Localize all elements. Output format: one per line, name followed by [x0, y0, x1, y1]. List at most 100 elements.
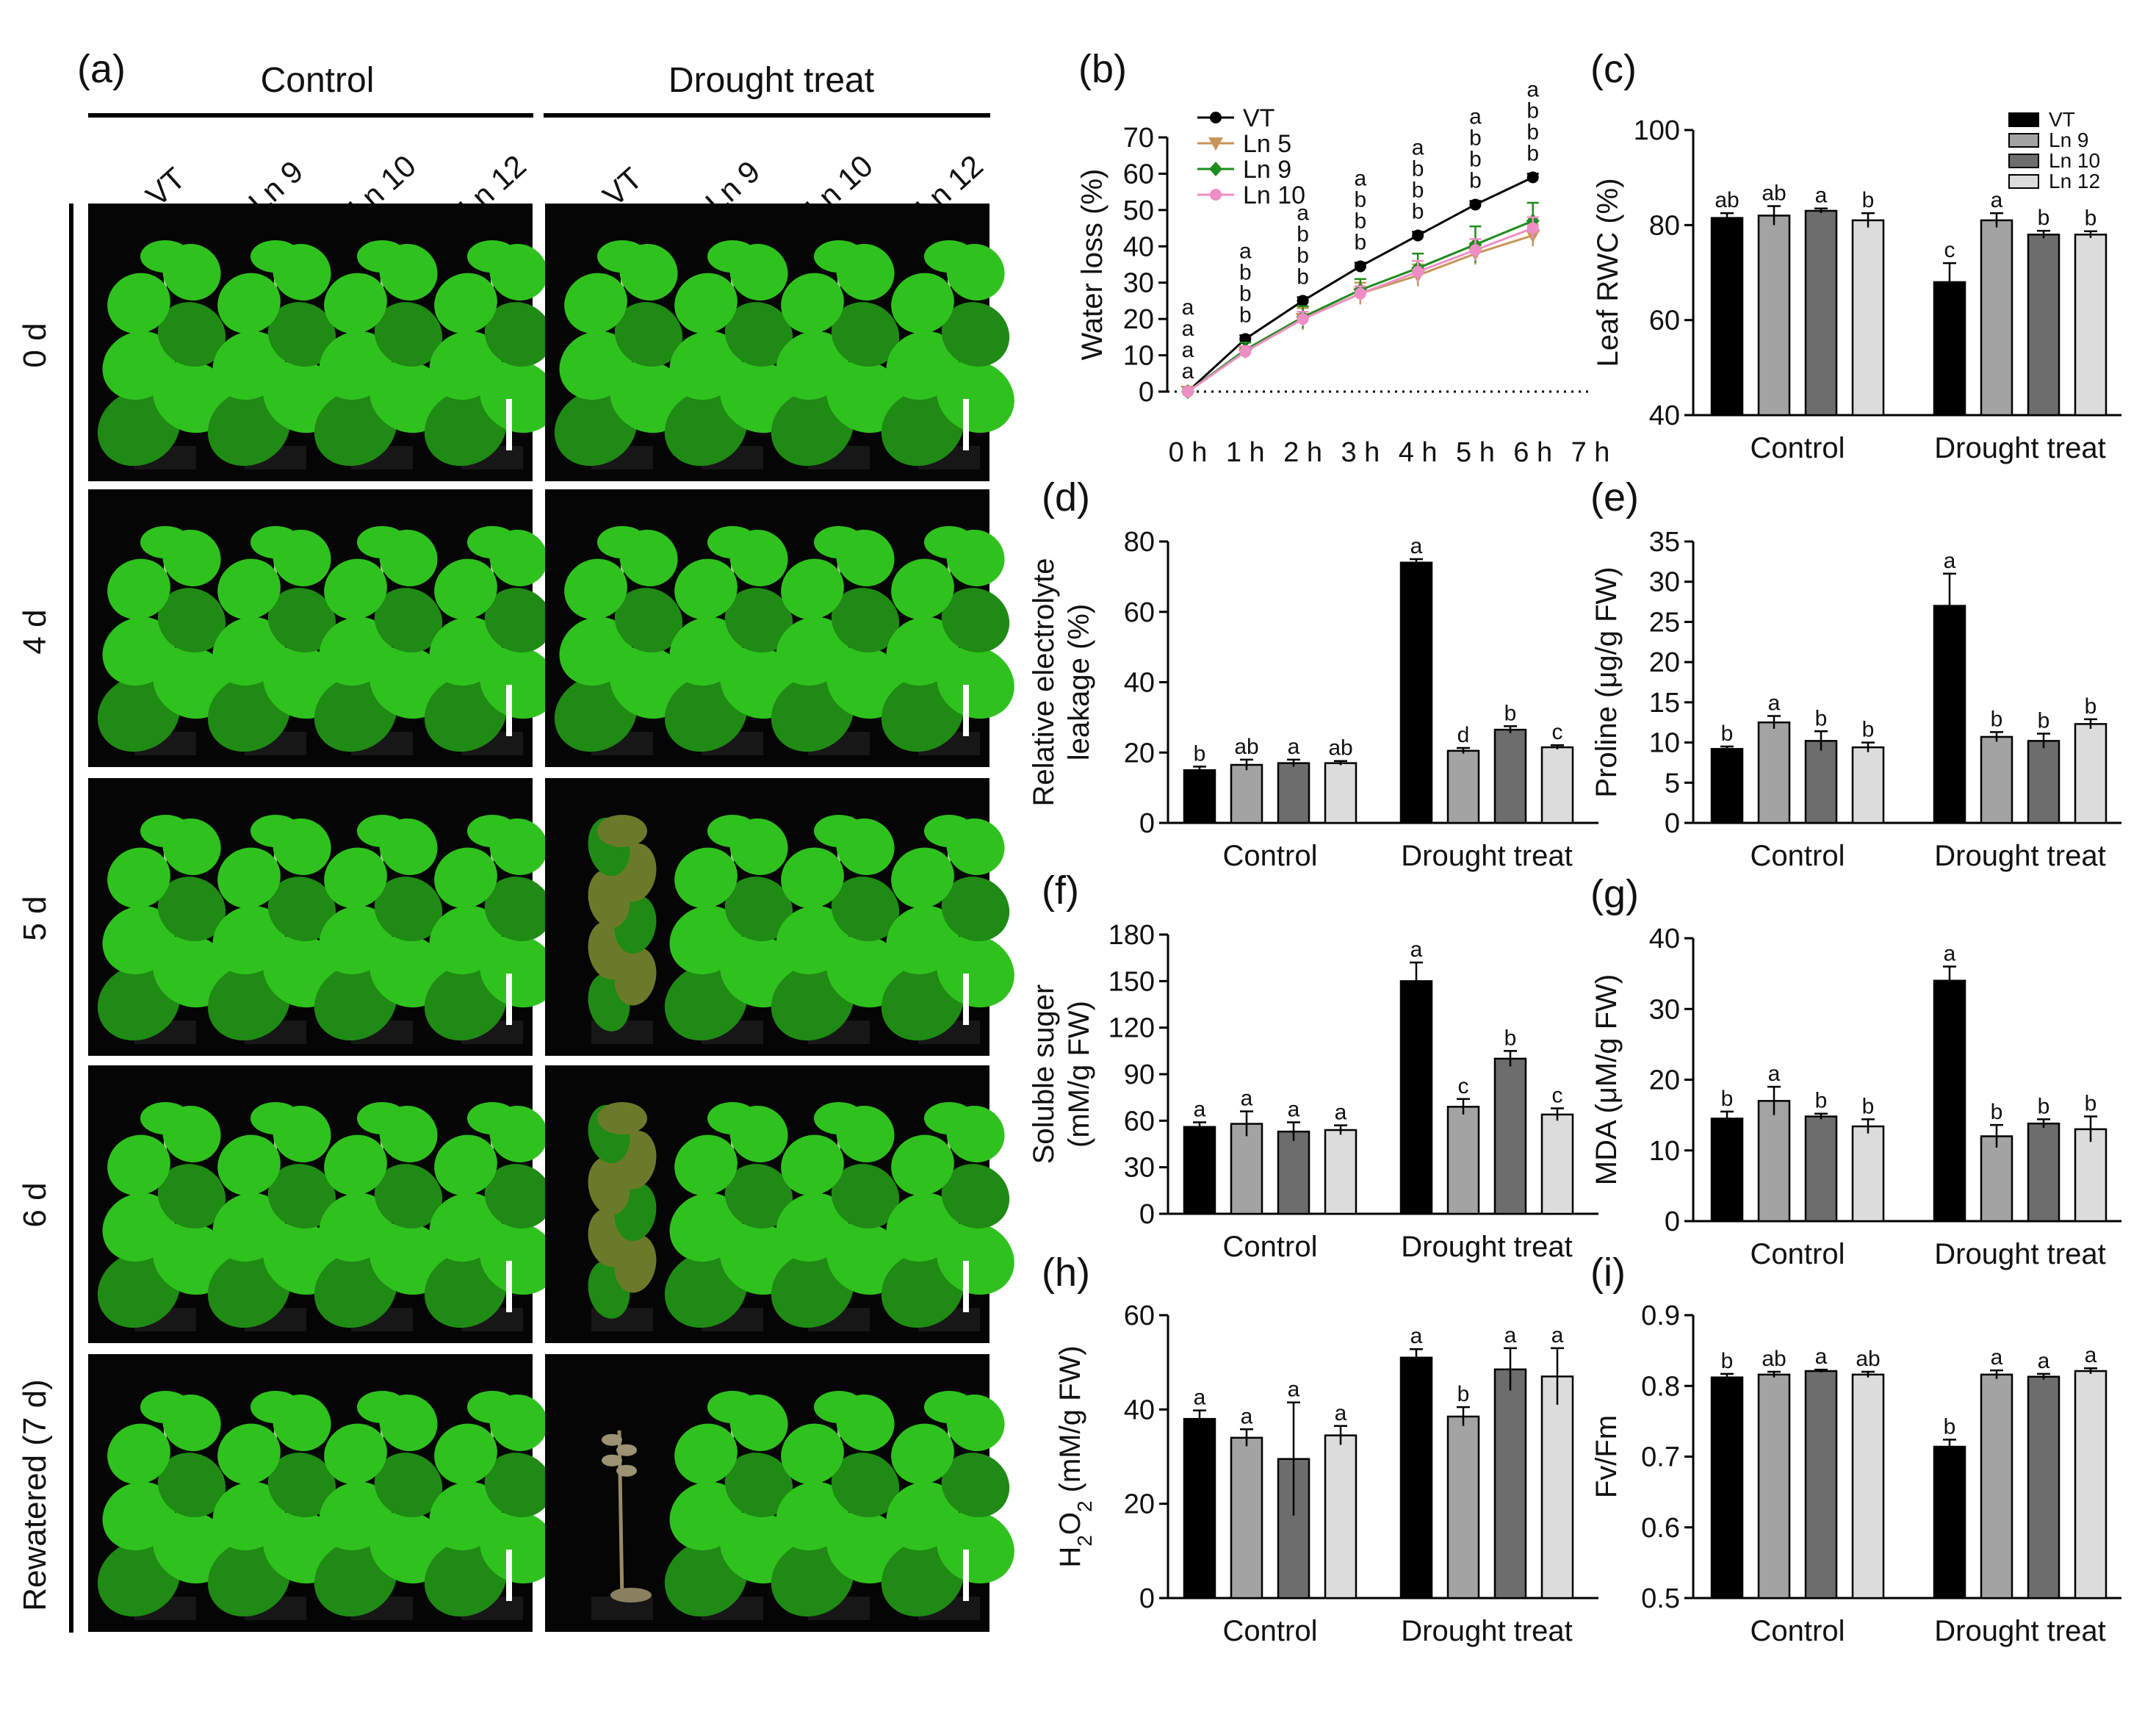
scale-bar — [963, 1550, 969, 1601]
plant-leaf — [153, 1511, 231, 1584]
bar-ln-9 — [1980, 735, 2013, 824]
bar-vt — [1399, 980, 1433, 1215]
plant-top-leaf — [140, 815, 190, 847]
significance-letter: a — [1182, 295, 1194, 320]
significance-letter: b — [1815, 706, 1828, 730]
plant-top-leaf — [924, 526, 974, 558]
y-tick-label: 120 — [1108, 1013, 1155, 1044]
plant-leaf — [324, 1423, 387, 1485]
plant-top-leaf — [707, 1102, 757, 1134]
plant-leaf — [102, 1192, 176, 1262]
scale-bar — [963, 399, 969, 450]
scale-bar — [506, 974, 512, 1025]
plant-leaf — [781, 273, 844, 334]
plant-leaf — [724, 302, 793, 367]
y-tick-label: 30 — [1649, 567, 1680, 598]
plant-leaf — [564, 558, 627, 620]
y-tick-label: 0 — [1139, 377, 1154, 408]
x-category-label: Control — [1223, 1615, 1318, 1647]
bar-ln-12 — [1851, 746, 1885, 824]
plant-top-leaf — [597, 1102, 647, 1134]
data-point — [1412, 265, 1424, 278]
significance-letter: c — [1944, 238, 1955, 262]
bar-ln-12 — [1851, 1373, 1885, 1600]
y-tick-label: 25 — [1649, 607, 1680, 638]
plant-leaf — [559, 616, 632, 686]
y-tick-label: 0.7 — [1641, 1442, 1680, 1473]
plant-leaf — [891, 1423, 954, 1485]
significance-letter: b — [1469, 148, 1482, 172]
plant-leaf — [369, 1511, 447, 1584]
y-tick-label: 30 — [1649, 994, 1680, 1025]
bar-ln-12 — [2074, 723, 2108, 824]
significance-letter: a — [1526, 77, 1539, 101]
y-tick-label: 60 — [1124, 1106, 1155, 1137]
plant-leaf — [941, 588, 1010, 653]
plant-leaf — [484, 1164, 553, 1229]
legend-swatch — [2008, 154, 2039, 168]
y-axis-label: Proline (μg/g FW) — [1590, 566, 1623, 797]
significance-letter: c — [1552, 1083, 1563, 1107]
plant-leaf — [212, 1192, 286, 1262]
plant-leaf — [107, 1423, 170, 1485]
plant-leaf — [369, 360, 447, 433]
panel-label: (i) — [1590, 1251, 1626, 1295]
significance-letter: b — [1457, 1382, 1470, 1406]
significance-letter: b — [1721, 722, 1734, 746]
photo-panel — [545, 1354, 1014, 1632]
plant-leaf — [669, 616, 743, 686]
plant-leaf — [826, 1222, 904, 1295]
significance-letter: b — [1991, 707, 2003, 731]
significance-letter: b — [1355, 231, 1367, 255]
plant-top-leaf — [924, 1391, 974, 1423]
bar-ln-10 — [1804, 740, 1838, 824]
y-tick-label: 10 — [1649, 728, 1680, 759]
significance-letter: a — [1991, 188, 2003, 212]
y-tick-label: 15 — [1649, 688, 1680, 719]
plant-leaf — [212, 905, 286, 975]
plant-leaf — [616, 1464, 637, 1477]
plant-leaf — [891, 1134, 954, 1196]
plant-leaf — [324, 847, 387, 909]
legend-label: VT — [1243, 104, 1275, 132]
bar-ln-10 — [1277, 762, 1310, 824]
significance-letter: ab — [1328, 736, 1352, 760]
plant-leaf — [831, 588, 900, 653]
significance-letter: b — [1815, 1089, 1828, 1113]
plant-leaf — [107, 558, 170, 620]
plant-top-leaf — [814, 1102, 864, 1134]
significance-letter: a — [1551, 1323, 1564, 1348]
day-label: 0 d — [17, 323, 53, 367]
y-tick-label: 0 — [1665, 1206, 1680, 1237]
y-tick-label: 20 — [1649, 1065, 1680, 1096]
plant-leaf — [937, 1511, 1014, 1584]
plant-leaf — [212, 331, 286, 400]
plant-top-leaf — [357, 240, 407, 273]
x-category-label: Drought treat — [1401, 840, 1572, 872]
plant-top-leaf — [707, 240, 757, 273]
plant-top-leaf — [814, 526, 864, 558]
significance-letter: a — [1410, 938, 1423, 962]
x-category-label: Drought treat — [1934, 840, 2105, 872]
plant-leaf — [157, 1453, 226, 1518]
plant-leaf — [324, 273, 387, 334]
plant-leaf — [941, 1453, 1010, 1518]
plant-top-leaf — [140, 526, 190, 558]
plant-leaf — [886, 331, 959, 400]
significance-letter: a — [1241, 1087, 1253, 1111]
y-tick-label: 180 — [1108, 920, 1155, 951]
legend-marker — [1208, 137, 1223, 151]
panel-label: (c) — [1590, 47, 1637, 91]
significance-letter: b — [1239, 303, 1252, 327]
plant-leaf — [724, 588, 793, 653]
y-tick-label: 20 — [1123, 304, 1154, 335]
chart-d: (d) 0 20 40 60 80 Relative electrolyte leakage … — [1028, 475, 1598, 872]
y-tick-label: 20 — [1124, 738, 1155, 769]
plant-leaf — [669, 331, 743, 400]
bar-ln-9 — [1980, 1135, 2013, 1223]
plant-leaf — [157, 1164, 226, 1229]
plant-leaf — [891, 273, 954, 334]
bar-ln-10 — [1493, 1368, 1527, 1600]
bar-ln-12 — [1851, 219, 1885, 417]
x-category-label: Drought treat — [1401, 1615, 1572, 1647]
